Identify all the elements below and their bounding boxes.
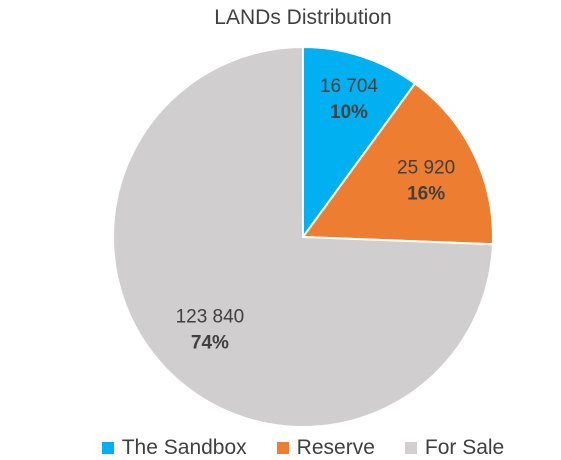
data-label-percent-the-sandbox: 10%	[330, 102, 368, 123]
pie-slice-reserve	[301, 82, 494, 246]
legend-item-reserve: Reserve	[276, 436, 375, 460]
data-label-percent-reserve: 16%	[407, 183, 445, 204]
legend: The Sandbox Reserve For Sale	[0, 436, 561, 460]
legend-item-for-sale: For Sale	[404, 436, 505, 460]
legend-swatch-reserve	[276, 442, 289, 454]
chart-title: LANDs Distribution	[214, 6, 392, 29]
legend-label-the-sandbox: The Sandbox	[121, 436, 247, 459]
pie-slice-for-sale	[112, 45, 494, 428]
pie-slice-the-sandbox	[302, 45, 417, 241]
legend-label-for-sale: For Sale	[424, 436, 505, 459]
legend-item-the-sandbox: The Sandbox	[101, 436, 247, 460]
data-label-value-the-sandbox: 16 704	[320, 76, 379, 97]
legend-swatch-the-sandbox	[101, 442, 114, 454]
legend-swatch-for-sale	[404, 442, 417, 454]
data-label-value-for-sale: 123 840	[176, 307, 245, 328]
data-label-percent-for-sale: 74%	[191, 333, 229, 354]
data-label-value-reserve: 25 920	[397, 157, 455, 178]
legend-label-reserve: Reserve	[296, 436, 375, 459]
